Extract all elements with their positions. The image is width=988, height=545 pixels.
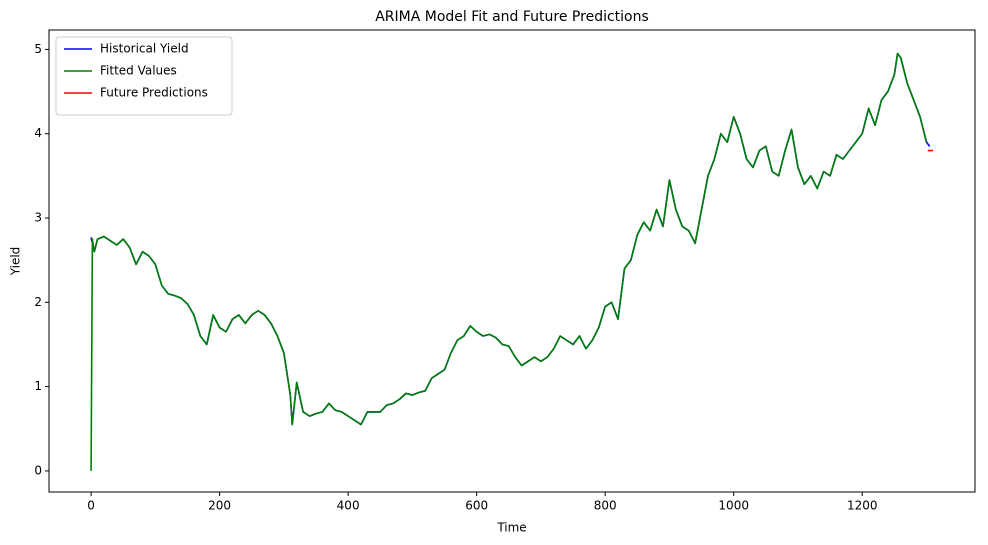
legend-label: Historical Yield bbox=[100, 42, 189, 56]
legend-label: Fitted Values bbox=[100, 64, 177, 78]
x-tick-label: 0 bbox=[87, 499, 95, 513]
legend-label: Future Predictions bbox=[100, 86, 208, 100]
x-tick-label: 1200 bbox=[847, 499, 878, 513]
y-tick-label: 5 bbox=[34, 42, 42, 56]
x-axis-label: Time bbox=[496, 521, 526, 535]
x-tick-label: 800 bbox=[594, 499, 617, 513]
axes-frame bbox=[48, 29, 976, 493]
x-tick-label: 1000 bbox=[718, 499, 749, 513]
chart-title: ARIMA Model Fit and Future Predictions bbox=[375, 9, 649, 25]
line-series bbox=[90, 52, 928, 471]
y-tick-label: 4 bbox=[34, 126, 42, 140]
x-tick-label: 200 bbox=[208, 499, 231, 513]
y-axis-label: Yield bbox=[9, 247, 23, 277]
legend-box bbox=[55, 36, 233, 116]
y-tick-label: 2 bbox=[34, 295, 42, 309]
y-tick-label: 0 bbox=[34, 463, 42, 477]
y-tick-label: 1 bbox=[34, 379, 42, 393]
x-tick-label: 600 bbox=[465, 499, 488, 513]
x-tick-label: 400 bbox=[337, 499, 360, 513]
y-tick-label: 3 bbox=[34, 211, 42, 225]
